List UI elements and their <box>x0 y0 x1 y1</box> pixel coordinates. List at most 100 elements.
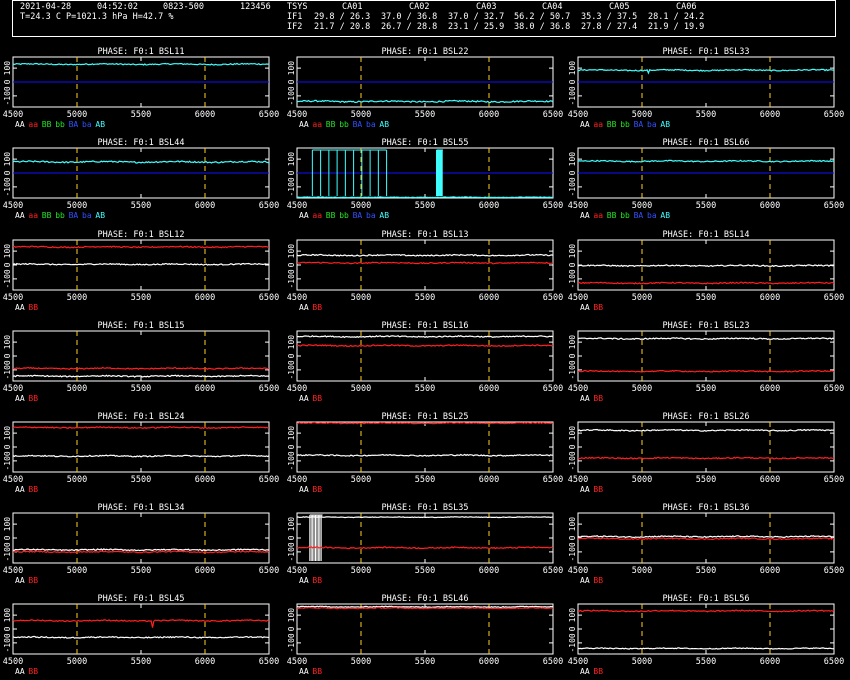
x-tick-label: 5000 <box>351 201 371 211</box>
legend-entry: BB <box>607 211 617 220</box>
legend-entry: aa <box>28 211 38 220</box>
x-tick-label: 5000 <box>632 201 652 211</box>
y-tick-label: 0 <box>287 170 296 175</box>
y-tick-label: 100 <box>568 335 577 350</box>
x-tick-label: 5500 <box>696 293 716 303</box>
x-tick-label: 5500 <box>696 201 716 211</box>
series-line-AA <box>12 635 270 639</box>
legend-entry: AA <box>299 667 309 676</box>
legend-entry: AB <box>379 211 389 220</box>
y-tick-label: -100 <box>3 86 12 105</box>
x-tick-label: 5000 <box>67 384 87 394</box>
x-tick-label: 6500 <box>543 201 563 211</box>
x-tick-label: 5000 <box>632 110 652 120</box>
legend-entry: bb <box>620 120 630 129</box>
y-tick-label: 100 <box>287 517 296 532</box>
x-tick-label: 6500 <box>543 293 563 303</box>
legend-entry: AA <box>299 485 309 494</box>
series-line-AB <box>577 159 835 163</box>
antenna-name: CA04 <box>542 2 563 12</box>
x-tick-label: 6000 <box>195 566 215 576</box>
y-tick-label: 0 <box>287 79 296 84</box>
series-line-AA <box>12 374 269 378</box>
x-tick-label: 4500 <box>287 110 307 120</box>
x-tick-label: 5500 <box>415 566 435 576</box>
legend-entry: BB <box>326 211 336 220</box>
x-tick-label: 5000 <box>67 293 87 303</box>
series-line-BB <box>296 344 554 348</box>
x-tick-label: 6500 <box>824 201 844 211</box>
series-line-BB <box>12 366 269 371</box>
x-tick-label: 5000 <box>351 384 371 394</box>
x-tick-label: 4500 <box>568 293 588 303</box>
y-tick-label: -100 <box>287 177 296 196</box>
x-tick-label: 5500 <box>415 201 435 211</box>
legend-entry: AB <box>660 120 670 129</box>
series-line-AB <box>296 99 554 104</box>
plot-title: PHASE: F0:1 BSL66 <box>663 138 750 148</box>
x-tick-label: 4500 <box>287 384 307 394</box>
y-tick-label: -100 <box>3 451 12 470</box>
legend-entry: BB <box>312 485 322 494</box>
plot-frame <box>296 603 554 655</box>
legend-entry: BB <box>28 485 38 494</box>
x-tick-label: 6000 <box>479 384 499 394</box>
legend-entry: bb <box>339 211 349 220</box>
x-tick-label: 6000 <box>760 110 780 120</box>
legend-entry: BA <box>634 211 644 220</box>
y-tick-label: 0 <box>287 262 296 267</box>
x-tick-label: 5000 <box>632 293 652 303</box>
x-tick-label: 4500 <box>568 475 588 485</box>
x-tick-label: 6000 <box>195 475 215 485</box>
plot-frame <box>296 421 554 473</box>
legend-entry: BB <box>312 667 322 676</box>
x-tick-label: 6000 <box>479 201 499 211</box>
legend-entry: BA <box>353 120 363 129</box>
series-line-AA <box>577 264 835 268</box>
series-line-BB <box>578 609 835 613</box>
legend-entry: BB <box>28 303 38 312</box>
y-tick-label: -100 <box>287 86 296 105</box>
y-tick-label: 0 <box>568 535 577 540</box>
plot-frame <box>577 421 835 473</box>
plot-title: PHASE: F0:1 BSL56 <box>663 594 750 604</box>
series-line-AB <box>12 160 270 164</box>
legend-entry: AA <box>580 394 590 403</box>
legend-entry: AA <box>580 576 590 585</box>
series-line-AB <box>296 196 554 199</box>
y-tick-label: -100 <box>3 177 12 196</box>
y-tick-label: -100 <box>568 360 577 379</box>
x-tick-label: 6000 <box>195 201 215 211</box>
y-tick-label: 0 <box>3 79 12 84</box>
x-tick-label: 5500 <box>696 657 716 667</box>
y-tick-label: -100 <box>287 451 296 470</box>
plot-title: PHASE: F0:1 BSL33 <box>663 47 750 57</box>
header-time: 04:52:02 <box>97 2 138 12</box>
header-panel <box>12 0 836 37</box>
y-tick-label: 0 <box>3 170 12 175</box>
y-tick-label: 0 <box>568 262 577 267</box>
y-tick-label: -100 <box>287 542 296 561</box>
x-tick-label: 5000 <box>67 201 87 211</box>
series-line-BB <box>296 606 554 610</box>
y-tick-label: 100 <box>568 517 577 532</box>
x-tick-label: 6500 <box>824 293 844 303</box>
y-tick-label: 100 <box>568 608 577 623</box>
x-tick-label: 5500 <box>131 475 151 485</box>
x-tick-label: 6000 <box>479 566 499 576</box>
legend-entry: BB <box>593 394 603 403</box>
legend-entry: aa <box>312 211 322 220</box>
plot-frame <box>296 239 554 291</box>
legend-entry: bb <box>55 120 65 129</box>
antenna-name: CA06 <box>676 2 697 12</box>
x-tick-label: 6000 <box>479 657 499 667</box>
legend-entry: BB <box>593 303 603 312</box>
plot-title: PHASE: F0:1 BSL25 <box>382 412 469 422</box>
x-tick-label: 5000 <box>632 475 652 485</box>
y-tick-label: 0 <box>287 444 296 449</box>
plot-title: PHASE: F0:1 BSL13 <box>382 230 469 240</box>
legend-entry: BA <box>634 120 644 129</box>
legend-entry: AA <box>15 667 25 676</box>
y-tick-label: -100 <box>568 542 577 561</box>
legend-entry: BB <box>28 394 38 403</box>
